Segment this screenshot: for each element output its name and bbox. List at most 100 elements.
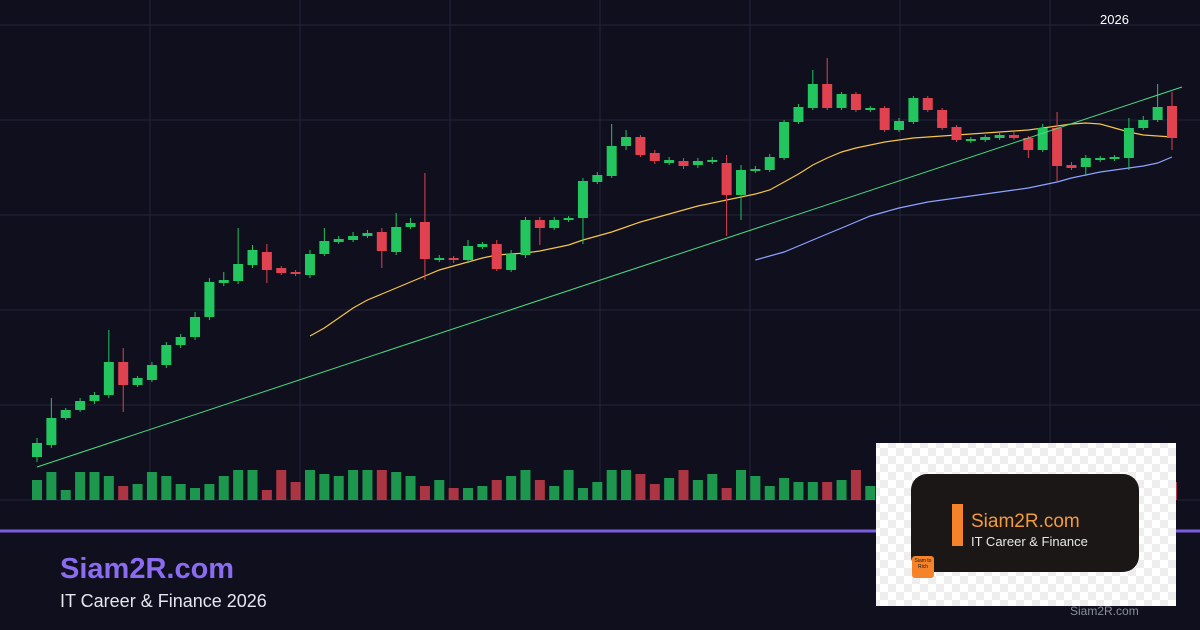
volume-bar (146, 472, 157, 500)
volume-bar (276, 470, 287, 500)
volume-bar (132, 484, 143, 500)
candle-body (922, 98, 933, 110)
volume-bar (391, 472, 402, 500)
candle-body (376, 232, 387, 251)
candle-body (405, 223, 416, 227)
logo-card: Siam2R.com IT Career & Finance Siam to R… (876, 443, 1176, 618)
trend-line (36, 86, 1183, 468)
brand-title: Siam2R.com (60, 553, 234, 585)
candle-body (477, 244, 488, 247)
candle-body (563, 218, 574, 220)
candle-body (750, 169, 761, 171)
volume-bar (261, 490, 272, 500)
candle-body (261, 252, 272, 270)
volume-bar (419, 486, 430, 500)
logo-subtitle: IT Career & Finance (971, 534, 1088, 549)
volume-bar (376, 470, 387, 500)
volume-bar (707, 474, 718, 500)
candle-body (850, 94, 861, 110)
candle-body (937, 110, 948, 128)
volume-bar (549, 486, 560, 500)
candle-body (491, 244, 502, 269)
candle-body (1109, 157, 1120, 159)
candle-body (980, 137, 991, 140)
volume-bar (506, 476, 517, 500)
candle-body (276, 268, 287, 273)
candle-body (520, 220, 531, 255)
candle-body (304, 254, 315, 275)
volume-bar (348, 470, 359, 500)
candle-body (161, 345, 172, 365)
candle-body (965, 139, 976, 141)
volume-bar (319, 474, 330, 500)
candle-body (146, 365, 157, 380)
candle-body (348, 236, 359, 240)
volume-bar (635, 474, 646, 500)
candle-body (218, 280, 229, 283)
volume-bar (592, 482, 603, 500)
volume-bar (750, 476, 761, 500)
candle-body (865, 108, 876, 110)
candle-body (419, 222, 430, 259)
volume-bar (850, 470, 861, 500)
candle-body (118, 362, 129, 385)
grid (0, 0, 1200, 501)
candle-body (678, 161, 689, 166)
volume-bar (793, 482, 804, 500)
candle-body (822, 84, 833, 108)
candle-body (132, 378, 143, 385)
candle-body (1066, 165, 1077, 168)
candle-body (1138, 120, 1149, 128)
candle-body (534, 220, 545, 228)
candle-body (692, 161, 703, 165)
volume-bar (477, 486, 488, 500)
volume-bar (606, 470, 617, 500)
volume-bar (304, 470, 315, 500)
candle-body (549, 220, 560, 228)
volume-bar (649, 484, 660, 500)
candle-body (779, 122, 790, 158)
candle-body (793, 107, 804, 122)
candle-body (319, 241, 330, 254)
volume-bar (491, 480, 502, 500)
candle-body (60, 410, 71, 418)
candle-body (664, 160, 675, 163)
candle-body (233, 264, 244, 281)
candle-body (1123, 128, 1134, 158)
candle-body (333, 239, 344, 242)
moving-average (755, 156, 1173, 261)
volume-bar (405, 476, 416, 500)
candle-body (836, 94, 847, 108)
watermark: Siam2R.com (1070, 604, 1139, 618)
candle-body (721, 163, 732, 195)
candle-body (89, 395, 100, 401)
candle-body (290, 272, 301, 274)
candle-body (46, 418, 57, 445)
volume-bar (89, 472, 100, 500)
candle-body (1008, 135, 1019, 138)
volume-bar (692, 480, 703, 500)
volume-bar (678, 470, 689, 500)
volume-bar (434, 480, 445, 500)
volume-bar (448, 488, 459, 500)
volume-bar (32, 480, 42, 500)
logo-title: Siam2R.com (971, 511, 1080, 532)
volume-bar (822, 482, 833, 500)
volume-bar (563, 470, 574, 500)
candle-body (807, 84, 818, 108)
candle-body (448, 258, 459, 260)
volume-bar (836, 480, 847, 500)
candle-body (908, 98, 919, 122)
candle-body (103, 362, 114, 395)
candle-body (190, 317, 201, 337)
candle-body (1037, 128, 1048, 150)
period-label: 2026 (1100, 12, 1129, 27)
candle-body (247, 250, 258, 265)
candle-body (506, 254, 517, 270)
candle-body (463, 246, 474, 260)
volume-bar (764, 486, 775, 500)
volume-bar (779, 478, 790, 500)
candle-body (635, 137, 646, 155)
candle-body (621, 137, 632, 146)
